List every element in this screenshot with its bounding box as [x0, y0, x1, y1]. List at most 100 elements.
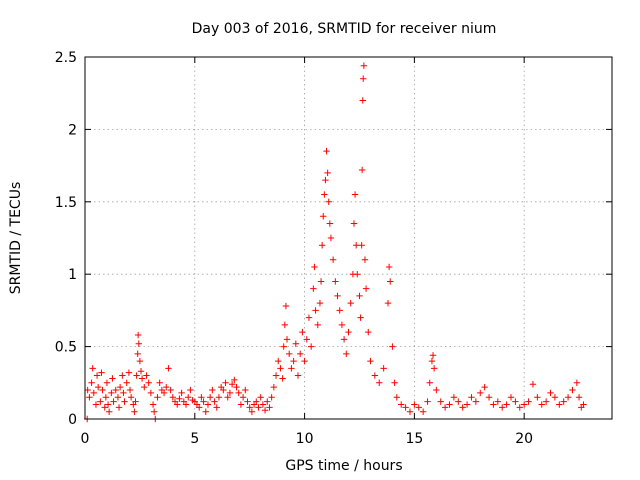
data-point	[384, 299, 392, 307]
data-point	[311, 263, 318, 271]
data-point	[215, 394, 223, 401]
data-point	[220, 386, 227, 394]
data-point	[120, 389, 127, 397]
data-point	[150, 408, 158, 415]
data-point	[134, 331, 142, 339]
data-point	[145, 379, 152, 386]
data-point	[123, 379, 130, 386]
data-point	[301, 357, 308, 365]
data-point	[255, 404, 262, 411]
data-point	[270, 383, 278, 391]
data-point	[499, 404, 506, 411]
data-point	[419, 408, 427, 415]
data-point	[119, 372, 126, 379]
data-point	[334, 292, 341, 300]
data-point	[314, 321, 321, 329]
data-point	[542, 398, 550, 405]
data-point	[551, 394, 559, 401]
data-point	[556, 401, 563, 408]
y-tick-label: 1	[68, 267, 77, 283]
data-point	[345, 328, 352, 336]
data-point	[169, 394, 177, 401]
data-point	[160, 389, 168, 397]
points-layer	[83, 62, 587, 423]
data-point	[283, 336, 291, 343]
data-point	[202, 408, 209, 415]
data-point	[233, 383, 240, 391]
data-point	[204, 401, 212, 408]
data-point	[147, 389, 155, 397]
data-point	[182, 401, 190, 408]
data-point	[277, 365, 284, 372]
data-point	[580, 401, 587, 408]
data-point	[411, 401, 418, 408]
data-point	[357, 314, 364, 321]
data-point	[516, 404, 523, 411]
data-point	[463, 401, 471, 408]
data-point	[156, 379, 163, 386]
data-point	[322, 176, 329, 184]
data-point	[268, 394, 275, 401]
data-point	[538, 401, 545, 408]
data-point	[347, 299, 354, 307]
data-point	[547, 389, 554, 397]
data-point	[351, 191, 359, 198]
plot-frame	[84, 56, 613, 420]
data-point	[494, 398, 502, 405]
data-point	[450, 394, 458, 401]
data-point	[290, 357, 297, 365]
data-point	[393, 394, 401, 401]
data-point	[415, 404, 422, 411]
data-point	[112, 386, 119, 394]
data-point	[253, 398, 260, 405]
data-point	[428, 357, 436, 365]
data-point	[97, 398, 104, 405]
data-point	[136, 357, 144, 365]
data-point	[99, 386, 106, 394]
data-point	[564, 394, 572, 401]
data-point	[94, 383, 102, 391]
data-point	[104, 401, 112, 408]
data-point	[198, 394, 205, 401]
y-axis-label: SRMTID / TECUs	[8, 182, 24, 295]
data-point	[323, 147, 330, 155]
data-point	[286, 350, 293, 358]
data-point	[429, 352, 437, 359]
data-point	[200, 398, 207, 405]
x-tick-label: 0	[81, 431, 90, 447]
data-point	[134, 350, 141, 358]
y-tick-label: 2	[68, 122, 77, 138]
data-point	[362, 285, 370, 292]
data-point	[211, 398, 218, 405]
data-point	[187, 386, 194, 394]
data-point	[525, 398, 532, 405]
data-point	[459, 404, 466, 411]
data-point	[154, 394, 161, 401]
data-point	[110, 398, 117, 405]
data-point	[109, 375, 116, 382]
data-point	[86, 394, 93, 401]
x-axis-label: GPS time / hours	[285, 458, 402, 474]
data-point	[365, 328, 372, 336]
data-point	[244, 398, 251, 405]
data-point	[321, 191, 328, 198]
data-point	[125, 369, 133, 376]
data-point	[167, 386, 174, 394]
data-point	[101, 404, 108, 411]
data-point	[281, 321, 289, 329]
data-point	[294, 372, 302, 379]
data-point	[92, 401, 100, 408]
data-point	[248, 408, 256, 415]
data-point	[246, 404, 253, 411]
data-point	[272, 372, 280, 379]
data-point	[279, 375, 286, 382]
data-point	[430, 365, 438, 372]
y-tick-label: 0.5	[55, 340, 77, 356]
data-point	[437, 398, 444, 405]
data-point	[520, 401, 528, 408]
data-point	[102, 394, 110, 401]
data-point	[176, 395, 183, 402]
data-point	[165, 365, 172, 372]
data-point	[317, 278, 325, 285]
